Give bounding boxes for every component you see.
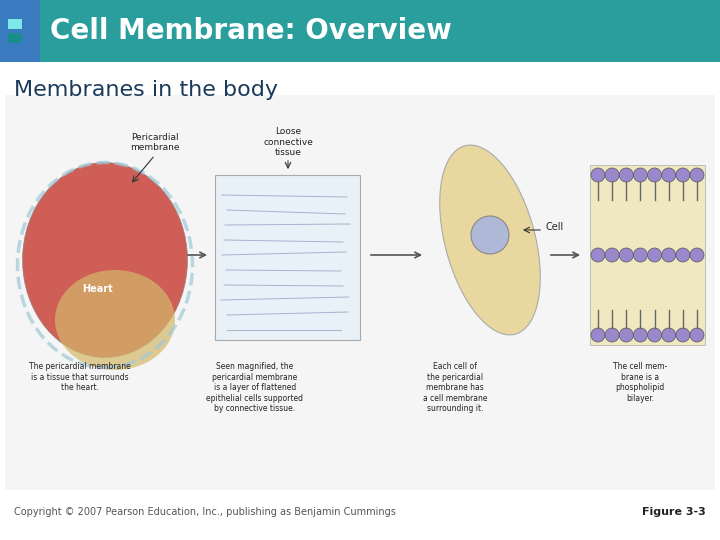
Circle shape [591, 328, 605, 342]
Text: the pericardial
membrane has
a cell membrane
surrounding it.: the pericardial membrane has a cell memb… [423, 373, 487, 413]
Text: Cell: Cell [545, 222, 563, 232]
Circle shape [647, 328, 662, 342]
Circle shape [605, 328, 619, 342]
Circle shape [690, 328, 704, 342]
Bar [0, 0, 40, 62]
Text: Pericardial
membrane: Pericardial membrane [130, 133, 180, 152]
Ellipse shape [471, 216, 509, 254]
Circle shape [662, 248, 675, 262]
Circle shape [605, 168, 619, 182]
Bar [5, 95, 715, 490]
Text: Cell Membrane: Overview: Cell Membrane: Overview [50, 17, 451, 45]
Circle shape [690, 248, 704, 262]
Circle shape [634, 328, 647, 342]
Circle shape [676, 248, 690, 262]
Text: The pericardial membrane: The pericardial membrane [29, 362, 131, 371]
Text: The cell mem-: The cell mem- [613, 362, 667, 371]
Text: Each cell of: Each cell of [433, 362, 477, 371]
Circle shape [662, 168, 675, 182]
Circle shape [619, 328, 634, 342]
Text: brane is a
phospholipid
bilayer.: brane is a phospholipid bilayer. [616, 373, 665, 403]
Ellipse shape [22, 163, 187, 357]
Text: pericardial membrane
is a layer of flattened
epithelial cells supported
by conne: pericardial membrane is a layer of flatt… [207, 373, 304, 413]
Ellipse shape [440, 145, 540, 335]
Bar [8, 19, 22, 29]
Ellipse shape [55, 270, 175, 370]
Circle shape [605, 248, 619, 262]
Text: Copyright © 2007 Pearson Education, Inc., publishing as Benjamin Cummings: Copyright © 2007 Pearson Education, Inc.… [14, 507, 396, 517]
Circle shape [619, 248, 634, 262]
Bar [0, 0, 720, 62]
Circle shape [634, 168, 647, 182]
Circle shape [591, 168, 605, 182]
Text: Loose
connective
tissue: Loose connective tissue [263, 127, 313, 157]
Text: Figure 3-3: Figure 3-3 [642, 507, 706, 517]
Text: Membranes in the body: Membranes in the body [14, 80, 278, 100]
Circle shape [690, 168, 704, 182]
Circle shape [591, 248, 605, 262]
Circle shape [634, 248, 647, 262]
Text: Heart: Heart [82, 284, 113, 294]
Circle shape [619, 168, 634, 182]
Bar [590, 165, 705, 345]
Circle shape [647, 168, 662, 182]
Text: is a tissue that surrounds
the heart.: is a tissue that surrounds the heart. [31, 373, 129, 393]
Circle shape [647, 248, 662, 262]
Circle shape [676, 168, 690, 182]
Bar [215, 175, 360, 340]
Circle shape [662, 328, 675, 342]
Circle shape [676, 328, 690, 342]
Bar [8, 33, 22, 43]
Text: Seen magnified, the: Seen magnified, the [217, 362, 294, 371]
